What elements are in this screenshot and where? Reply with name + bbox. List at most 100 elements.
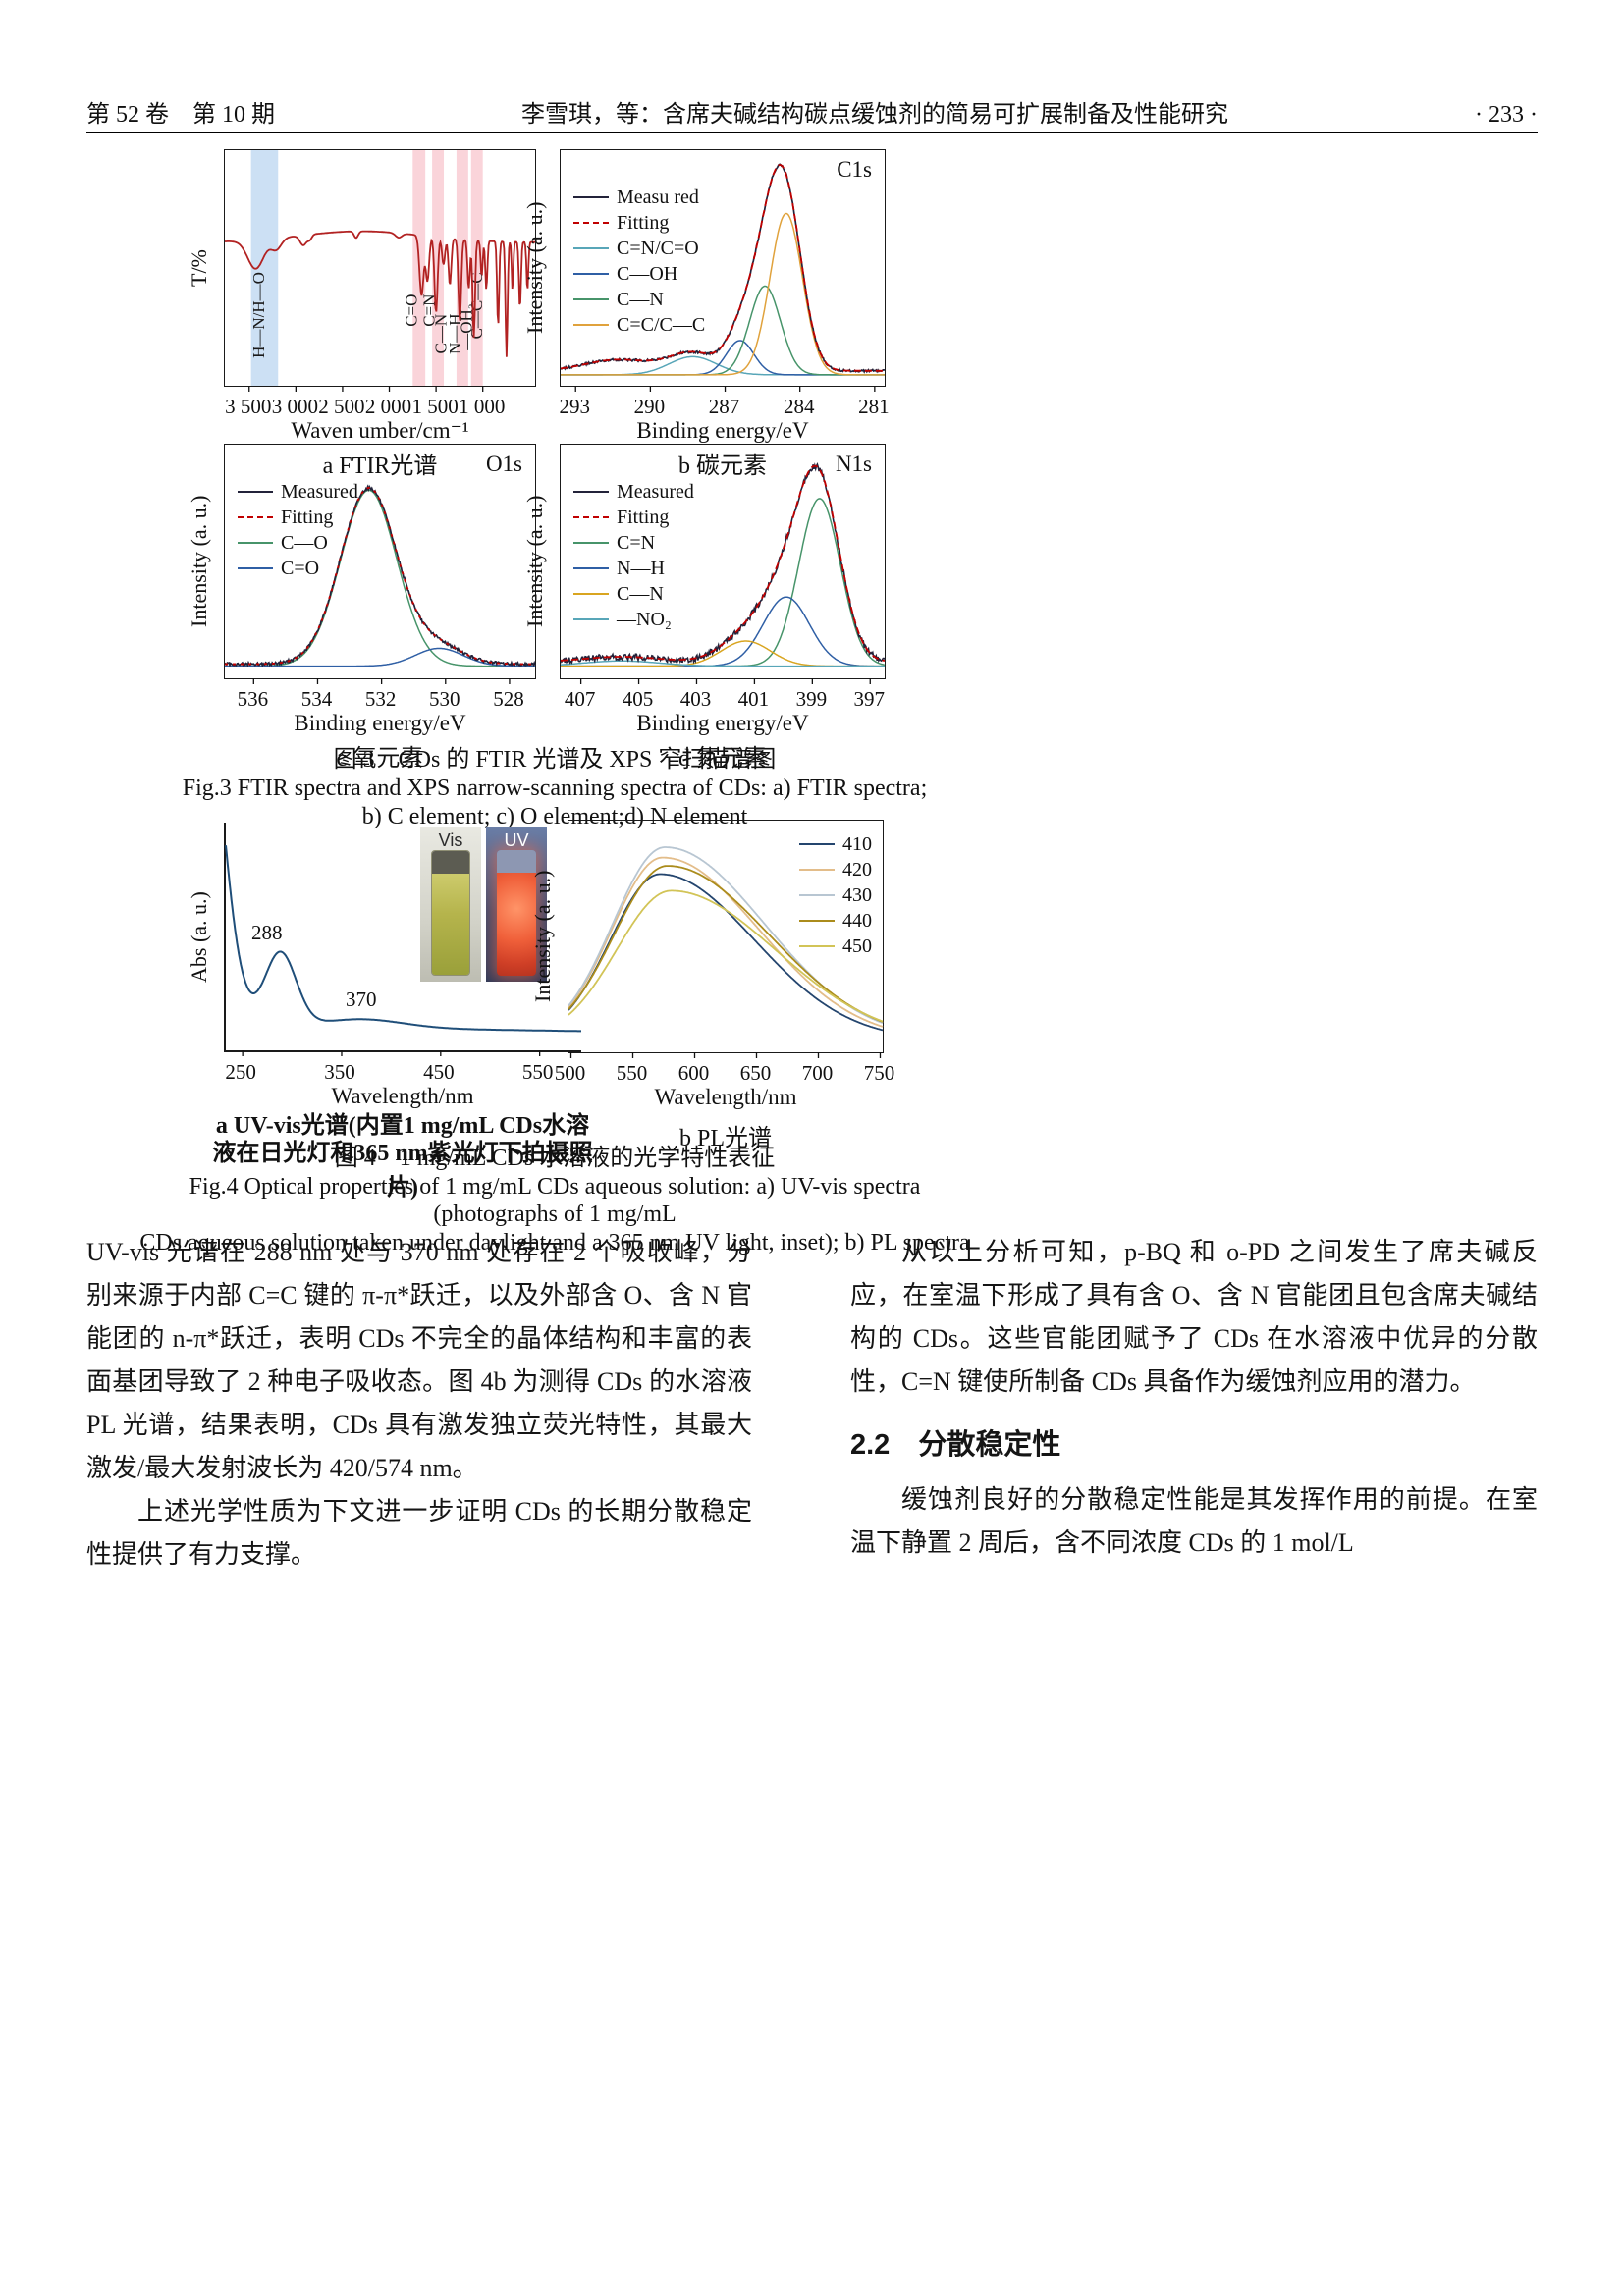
legend-line-sample <box>799 920 835 922</box>
tick-label: 650 <box>739 1061 772 1085</box>
ftir-y-axis-label: T/% <box>187 249 211 287</box>
pl-chart <box>568 846 884 1058</box>
pl-x-axis-label: Wavelength/nm <box>654 1085 797 1109</box>
legend-line-sample <box>238 567 273 569</box>
c1s-corner-tag: C1s <box>837 157 872 182</box>
header-issue: 第 52 卷 第 10 期 <box>86 102 275 128</box>
tick-label: 528 <box>493 687 524 711</box>
cuvette-liquid <box>432 873 469 975</box>
band-assignment-label: C=O <box>403 294 421 327</box>
uvvis-subcaption-line1: a UV-vis光谱(内置1 mg/mL CDs水溶 <box>215 1113 590 1139</box>
series-Fitting <box>225 487 535 666</box>
legend-label: 410 <box>842 833 872 855</box>
legend-line-sample <box>799 869 835 871</box>
legend-line-sample <box>573 593 609 595</box>
legend-line-sample <box>238 516 273 518</box>
tick-label: 450 <box>423 1060 455 1084</box>
tick-label: 3 500 <box>225 395 272 418</box>
c1s-x-axis-label: Binding energy/eV <box>636 418 809 443</box>
paragraph: 从以上分析可知，p-BQ 和 o-PD 之间发生了席夫碱反应，在室温下形成了具有… <box>850 1238 1538 1396</box>
figure4-caption-en-line2: CDs aqueous solution taken under dayligh… <box>139 1230 970 1255</box>
series-Fitting <box>560 464 886 662</box>
legend-item: C=N/C=O <box>573 236 705 261</box>
tick-label: 700 <box>801 1061 834 1085</box>
pl-panel: Intensity (a. u.) 410 420 430 440 450 Wavele… <box>530 820 894 1151</box>
c1s-chart <box>560 163 886 392</box>
tick-label: 1 000 <box>459 395 506 418</box>
tick-label: 405 <box>622 687 654 711</box>
body-left-column: UV-vis 光谱在 288 nm 处与 370 nm 处存在 2 个吸收峰，分… <box>86 1231 752 1576</box>
uvvis-annotation-370: 370 <box>346 988 377 1011</box>
band-assignment-label: H—N/H—O <box>249 272 268 358</box>
o1s-panel: Intensity (a. u.) O1s Measured Fitting C—O… <box>187 444 536 772</box>
o1s-legend: Measured Fitting C—O C=O <box>238 479 358 581</box>
legend-label: —NO₂ <box>617 609 672 630</box>
legend-item: —NO₂ <box>573 607 694 632</box>
legend-item: Measured <box>238 479 358 505</box>
tick-label: 2 500 <box>318 395 365 418</box>
legend-line-sample <box>573 298 609 300</box>
tick-label: 532 <box>364 687 397 711</box>
legend-item: Fitting <box>573 210 705 236</box>
n1s-chart <box>560 462 886 684</box>
figure3-caption-en-line2: b) C element; c) O element;d) N element <box>361 804 748 829</box>
header-rule <box>86 132 1538 133</box>
legend-line-sample <box>573 247 609 249</box>
series-C=C/C—C <box>561 212 885 376</box>
legend-label: Fitting <box>617 507 670 528</box>
c1s-panel: Intensity (a. u.) C1s Measu red Fitting C=… <box>522 149 890 479</box>
tick-label: 2 000 <box>364 395 412 418</box>
c1s-y-axis-label: Intensity (a. u.) <box>522 201 547 335</box>
legend-label: C—O <box>281 532 328 554</box>
o1s-plot-area <box>224 444 536 684</box>
legend-label: Measured <box>281 481 358 503</box>
figure4-caption-cn: 图 4 1 mg/mL CDs 水溶液的光学特性表征 <box>334 1146 776 1171</box>
uv-light-photo: UV <box>486 827 547 982</box>
series-440 <box>568 865 884 1023</box>
tick-label: 3 000 <box>271 395 318 418</box>
tick-label: 403 <box>679 687 712 711</box>
legend-item: C—N <box>573 581 694 607</box>
tick-label: 550 <box>521 1060 554 1084</box>
band-assignment-label: N—H <box>446 313 464 354</box>
legend-label: C—N <box>617 583 664 605</box>
series-—NO₂ <box>560 660 885 667</box>
tick-label: 530 <box>429 687 460 711</box>
legend-line-sample <box>573 542 609 544</box>
legend-line-sample <box>573 516 609 518</box>
header-article-title: 李雪琪，等：含席夫碱结构碳点缓蚀剂的简易可扩展制备及性能研究 <box>521 102 1228 128</box>
header-page-number: · 233 · <box>1475 102 1538 128</box>
daylight-photo-label: Vis <box>438 830 463 850</box>
tick-label: 600 <box>677 1061 710 1085</box>
legend-line-sample <box>573 273 609 275</box>
legend-label: Measured <box>617 481 694 503</box>
n1s-corner-tag: N1s <box>835 452 872 476</box>
legend-item: N—H <box>573 556 694 581</box>
legend-line-sample <box>238 491 273 493</box>
cuvette-cap <box>432 851 469 874</box>
ftir-plot-area: H—N/H—O C=O C=N C—N N—H —OH₂ C—C—C <box>224 149 536 392</box>
legend-line-sample <box>573 222 609 224</box>
legend-label: C=N/C=O <box>617 238 699 259</box>
o1s-chart <box>224 484 536 684</box>
legend-line-sample <box>573 567 609 569</box>
series-Transmittance <box>225 230 535 357</box>
o1s-corner-tag: O1s <box>485 452 522 476</box>
body-right-column: 从以上分析可知，p-BQ 和 o-PD 之间发生了席夫碱反应，在室温下形成了具有… <box>850 1231 1538 1565</box>
paragraph: UV-vis 光谱在 288 nm 处与 370 nm 处存在 2 个吸收峰，分… <box>86 1238 752 1482</box>
uvvis-plot-area <box>224 823 581 1056</box>
n1s-panel: Intensity (a. u.) N1s Measured Fitting C=N… <box>522 444 886 772</box>
figure3-caption-en-line1: Fig.3 FTIR spectra and XPS narrow-scanni… <box>182 775 928 801</box>
n1s-x-axis-label: Binding energy/eV <box>636 711 809 735</box>
uvvis-inset-photos: Vis UV <box>420 827 547 982</box>
legend-label: 450 <box>842 935 872 957</box>
legend-item: Fitting <box>573 505 694 530</box>
band-assignment-label: C=N <box>420 294 439 327</box>
tick-label: 287 <box>708 395 740 418</box>
legend-line-sample <box>799 843 835 845</box>
tick-label: 536 <box>237 687 269 711</box>
ftir-x-axis-label: Waven umber/cm⁻¹ <box>291 418 469 443</box>
uvvis-annotation-288: 288 <box>251 921 283 944</box>
figure4-caption-en-line1: Fig.4 Optical properties of 1 mg/mL CDs … <box>189 1174 921 1227</box>
tick-label: 284 <box>783 395 815 418</box>
